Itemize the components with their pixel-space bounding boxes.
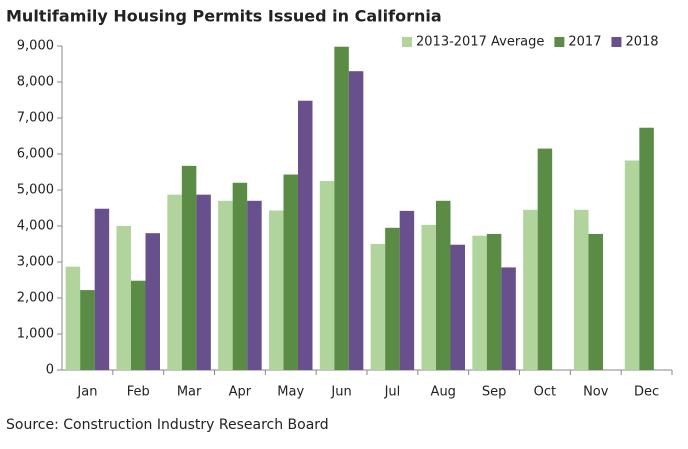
x-tick-label: May [277,385,304,400]
bar [218,200,233,370]
x-tick-label: Aug [431,385,456,400]
x-tick-label: Feb [127,385,150,400]
bar [298,100,313,370]
y-tick-label: 8,000 [17,75,54,90]
bar [472,235,487,370]
y-tick-label: 1,000 [17,327,54,342]
bar [370,244,386,370]
x-tick-label: Sep [482,385,507,400]
legend-label: 2018 [625,35,658,50]
y-tick-label: 2,000 [17,291,54,306]
bar [145,233,160,370]
bar [65,266,81,370]
y-tick-label: 6,000 [17,147,54,162]
x-tick-label: Oct [534,385,556,400]
source-note: Source: Construction Industry Research B… [6,417,329,433]
bar [523,209,538,370]
bar [334,46,349,370]
x-tick-label: Apr [229,385,252,400]
legend-swatch [611,37,622,47]
bar [639,127,654,370]
x-tick-label: Jul [384,385,401,400]
x-tick-label: Dec [634,385,659,400]
y-tick-label: 4,000 [17,219,54,234]
bar [80,290,95,370]
bar [588,233,603,370]
bar [232,182,248,370]
legend-swatch [402,37,412,47]
x-tick-label: Jan [76,385,97,400]
bar [574,209,589,370]
bar [116,226,131,370]
legend-label: 2017 [568,35,601,50]
bar [131,280,146,370]
bar [501,267,516,370]
bar [624,160,640,370]
bar [167,194,182,370]
bar [486,233,502,370]
legend-swatch [554,37,565,47]
legend-label: 2013-2017 Average [416,35,544,50]
x-tick-label: Jun [330,385,351,400]
y-tick-label: 5,000 [17,183,54,198]
bar [94,208,110,370]
bar [537,148,553,370]
y-tick-label: 3,000 [17,255,54,270]
bar [421,224,436,370]
bar [196,194,211,370]
y-tick-label: 0 [46,363,54,378]
x-tick-label: Mar [177,385,202,400]
bar [283,174,298,370]
bar [436,200,451,370]
bar [319,181,335,370]
bar [385,227,400,370]
bar [450,244,465,370]
x-tick-label: Nov [583,385,609,400]
y-tick-label: 9,000 [17,39,54,54]
chart-title: Multifamily Housing Permits Issued in Ca… [6,7,442,26]
y-tick-label: 7,000 [17,111,54,126]
bar [269,210,284,370]
bar [247,200,262,370]
bar [348,71,364,370]
bar [399,210,415,370]
bar [181,165,197,370]
